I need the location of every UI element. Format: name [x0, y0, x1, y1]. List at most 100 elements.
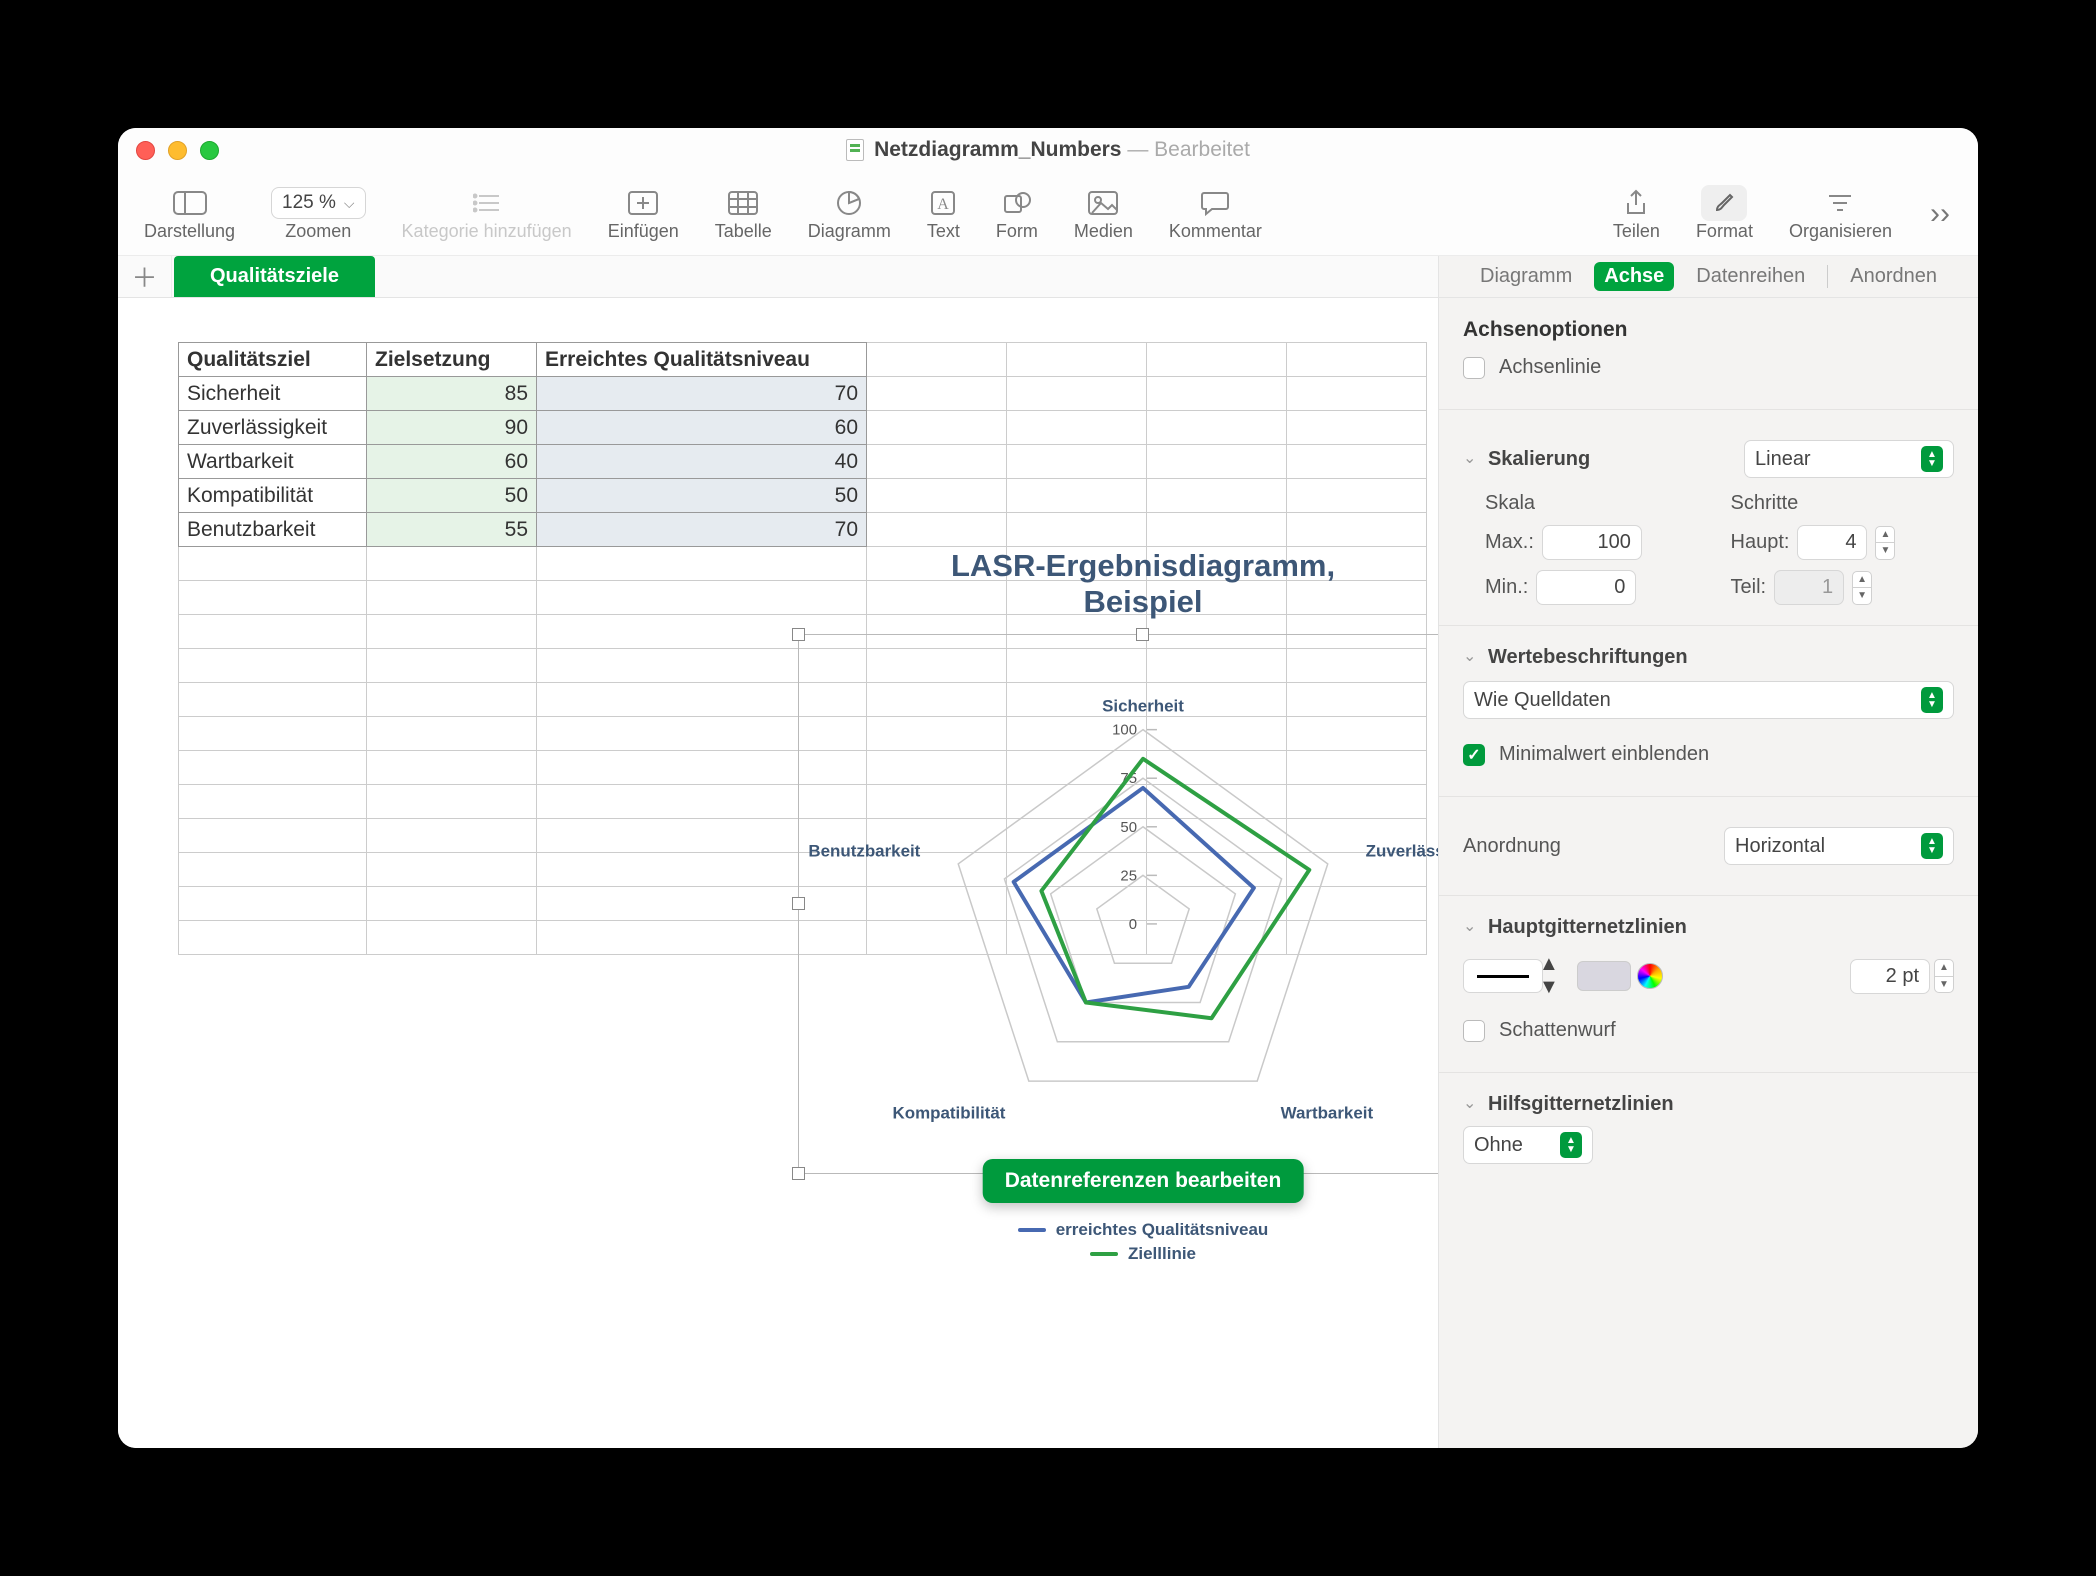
haupt-stepper[interactable]: ▲▼: [1875, 526, 1895, 560]
table-cell-empty[interactable]: [367, 547, 537, 581]
table-cell-empty[interactable]: [179, 853, 367, 887]
table-cell-empty[interactable]: [367, 581, 537, 615]
chevron-down-icon[interactable]: ⌄: [1463, 1093, 1476, 1113]
add-category-button[interactable]: Kategorie hinzufügen: [386, 185, 588, 242]
table-cell-empty[interactable]: [179, 921, 367, 955]
sheet-tab-active[interactable]: Qualitätsziele: [174, 256, 375, 297]
insert-button[interactable]: Einfügen: [592, 185, 695, 242]
table-header[interactable]: Erreichtes Qualitätsniveau: [537, 343, 867, 377]
color-picker-icon[interactable]: [1637, 963, 1663, 989]
table-cell[interactable]: 70: [537, 513, 867, 547]
table-cell-empty[interactable]: [1007, 513, 1147, 547]
minimalwert-checkbox[interactable]: ✓: [1463, 744, 1485, 766]
table-row[interactable]: Benutzbarkeit5570: [179, 513, 1427, 547]
table-cell-empty[interactable]: [179, 649, 367, 683]
table-cell-empty[interactable]: [867, 411, 1007, 445]
grid-color-swatch[interactable]: [1577, 961, 1631, 991]
schattenwurf-checkbox[interactable]: [1463, 1020, 1485, 1042]
table-row[interactable]: Wartbarkeit6040: [179, 445, 1427, 479]
media-button[interactable]: Medien: [1058, 185, 1149, 242]
achsenlinie-checkbox[interactable]: [1463, 357, 1485, 379]
table-header-empty[interactable]: [867, 343, 1007, 377]
werte-select[interactable]: Wie Quelldaten ▲▼: [1463, 681, 1954, 719]
minimize-window-button[interactable]: [168, 141, 187, 160]
table-cell-empty[interactable]: [367, 819, 537, 853]
selection-handle[interactable]: [1136, 628, 1149, 641]
table-header-empty[interactable]: [1147, 343, 1287, 377]
table-cell-empty[interactable]: [1147, 513, 1287, 547]
canvas[interactable]: Qualitätsziel Zielsetzung Erreichtes Qua…: [118, 298, 1438, 1448]
table-cell[interactable]: Kompatibilität: [179, 479, 367, 513]
table-cell[interactable]: 55: [367, 513, 537, 547]
table-cell-empty[interactable]: [1287, 479, 1427, 513]
table-cell-empty[interactable]: [1287, 445, 1427, 479]
table-cell[interactable]: 90: [367, 411, 537, 445]
table-cell-empty[interactable]: [179, 547, 367, 581]
table-cell-empty[interactable]: [179, 751, 367, 785]
table-row[interactable]: Kompatibilität5050: [179, 479, 1427, 513]
table-cell[interactable]: Zuverlässigkeit: [179, 411, 367, 445]
max-input[interactable]: 100: [1542, 525, 1642, 560]
text-button[interactable]: A Text: [911, 185, 976, 242]
format-button[interactable]: Format: [1680, 185, 1769, 242]
table-cell[interactable]: 50: [367, 479, 537, 513]
table-cell-empty[interactable]: [179, 887, 367, 921]
table-cell-empty[interactable]: [867, 377, 1007, 411]
table-cell-empty[interactable]: [179, 615, 367, 649]
haupt-input[interactable]: 4: [1797, 525, 1867, 560]
table-cell[interactable]: 85: [367, 377, 537, 411]
table-cell-empty[interactable]: [179, 785, 367, 819]
grid-width-input[interactable]: 2 pt: [1850, 959, 1930, 994]
share-button[interactable]: Teilen: [1597, 185, 1676, 242]
zoom-select[interactable]: 125 % ⌵: [271, 187, 366, 219]
table-cell-empty[interactable]: [1007, 411, 1147, 445]
table-header[interactable]: Zielsetzung: [367, 343, 537, 377]
view-button[interactable]: Darstellung: [128, 185, 251, 242]
add-sheet-button[interactable]: ＋: [118, 256, 172, 297]
edit-data-references-button[interactable]: Datenreferenzen bearbeiten: [983, 1159, 1304, 1203]
table-row[interactable]: Zuverlässigkeit9060: [179, 411, 1427, 445]
organize-button[interactable]: Organisieren: [1773, 185, 1908, 242]
table-cell-empty[interactable]: [1007, 377, 1147, 411]
skalierung-select[interactable]: Linear ▲▼: [1744, 440, 1954, 478]
table-header-empty[interactable]: [1287, 343, 1427, 377]
zoom-window-button[interactable]: [200, 141, 219, 160]
teil-input[interactable]: 1: [1774, 570, 1844, 605]
table-cell-empty[interactable]: [1287, 377, 1427, 411]
table-cell-empty[interactable]: [1147, 479, 1287, 513]
table-cell-empty[interactable]: [1147, 411, 1287, 445]
chevron-down-icon[interactable]: ⌄: [1463, 646, 1476, 666]
inspector-tab-datenreihen[interactable]: Datenreihen: [1696, 265, 1805, 288]
toolbar-overflow-button[interactable]: ››: [1912, 197, 1968, 231]
table-cell-empty[interactable]: [367, 853, 537, 887]
table-cell-empty[interactable]: [367, 615, 537, 649]
anordnung-select[interactable]: Horizontal ▲▼: [1724, 827, 1954, 865]
table-cell-empty[interactable]: [367, 751, 537, 785]
selection-handle[interactable]: [792, 1167, 805, 1180]
table-cell[interactable]: Sicherheit: [179, 377, 367, 411]
min-input[interactable]: 0: [1536, 570, 1636, 605]
selection-handle[interactable]: [792, 897, 805, 910]
shape-button[interactable]: Form: [980, 185, 1054, 242]
inspector-tab-achse[interactable]: Achse: [1594, 262, 1674, 291]
table-cell-empty[interactable]: [1007, 445, 1147, 479]
table-cell-empty[interactable]: [179, 581, 367, 615]
table-cell-empty[interactable]: [867, 513, 1007, 547]
table-cell-empty[interactable]: [367, 717, 537, 751]
chart-container[interactable]: LASR-Ergebnisdiagramm, Beispiel 02550751…: [798, 548, 1438, 1264]
table-cell-empty[interactable]: [367, 887, 537, 921]
table-cell-empty[interactable]: [1147, 377, 1287, 411]
table-cell-empty[interactable]: [179, 683, 367, 717]
selection-handle[interactable]: [792, 628, 805, 641]
table-cell-empty[interactable]: [179, 819, 367, 853]
table-cell[interactable]: 70: [537, 377, 867, 411]
table-cell-empty[interactable]: [1147, 445, 1287, 479]
table-row[interactable]: Sicherheit8570: [179, 377, 1427, 411]
teil-stepper[interactable]: ▲▼: [1852, 571, 1872, 605]
table-cell-empty[interactable]: [1007, 479, 1147, 513]
chart-button[interactable]: Diagramm: [792, 185, 907, 242]
table-button[interactable]: Tabelle: [699, 185, 788, 242]
grid-width-stepper[interactable]: ▲▼: [1934, 959, 1954, 993]
table-cell[interactable]: Benutzbarkeit: [179, 513, 367, 547]
table-cell-empty[interactable]: [1287, 411, 1427, 445]
